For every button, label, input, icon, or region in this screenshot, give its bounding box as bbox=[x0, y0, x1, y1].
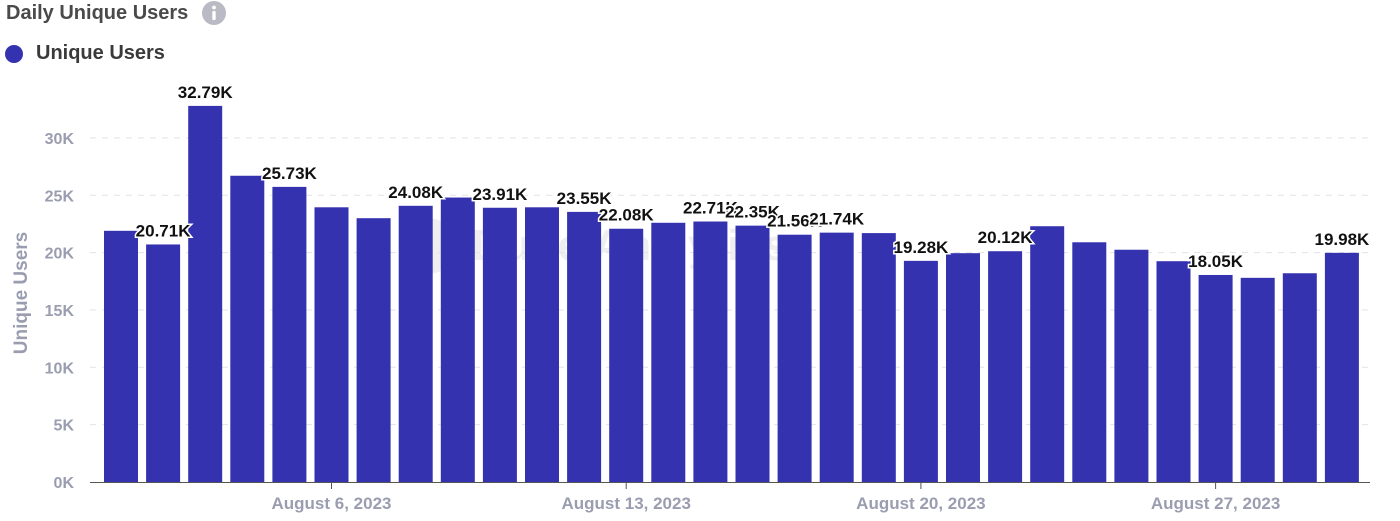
x-tick-label: August 20, 2023 bbox=[856, 494, 985, 513]
data-label: 21.56K bbox=[767, 212, 823, 231]
data-label: 22.08K bbox=[599, 206, 655, 225]
bar[interactable] bbox=[651, 222, 686, 482]
data-label: 23.91K bbox=[472, 185, 528, 204]
data-label: 21.74K bbox=[809, 210, 865, 229]
chart-title: Daily Unique Users bbox=[6, 1, 189, 24]
y-tick-label: 25K bbox=[45, 188, 75, 205]
bar[interactable] bbox=[946, 253, 980, 482]
data-label: 32.79K bbox=[178, 83, 234, 102]
bar[interactable] bbox=[356, 218, 391, 482]
bar[interactable] bbox=[1030, 226, 1065, 482]
chart-legend[interactable]: Unique Users bbox=[5, 42, 165, 65]
data-label: 19.98K bbox=[1314, 230, 1370, 249]
bar[interactable] bbox=[735, 225, 770, 482]
chart-header: Daily Unique Users bbox=[6, 0, 227, 26]
legend-label: Unique Users bbox=[36, 42, 165, 64]
bar[interactable] bbox=[272, 186, 307, 483]
bar[interactable] bbox=[1240, 277, 1275, 482]
bar[interactable] bbox=[777, 234, 812, 482]
bar[interactable] bbox=[819, 232, 854, 482]
data-label: 24.08K bbox=[388, 183, 444, 202]
data-label: 20.71K bbox=[136, 221, 192, 240]
bar[interactable] bbox=[440, 197, 475, 482]
y-tick-label: 5K bbox=[54, 418, 75, 435]
bar[interactable] bbox=[1198, 274, 1233, 482]
data-label: 19.28K bbox=[893, 238, 949, 257]
bar[interactable] bbox=[1282, 273, 1317, 482]
data-label: 18.05K bbox=[1188, 252, 1244, 271]
bar[interactable] bbox=[861, 233, 896, 482]
bar[interactable] bbox=[567, 211, 602, 482]
bar[interactable] bbox=[693, 221, 728, 482]
bar[interactable] bbox=[1324, 252, 1359, 482]
bar[interactable] bbox=[398, 205, 433, 482]
bar[interactable] bbox=[482, 207, 517, 482]
bar[interactable] bbox=[903, 260, 938, 482]
bar[interactable] bbox=[230, 175, 265, 482]
y-tick-label: 10K bbox=[45, 360, 75, 377]
bar[interactable] bbox=[525, 207, 559, 482]
data-label: 22.35K bbox=[725, 203, 781, 222]
bar[interactable] bbox=[1114, 249, 1149, 482]
data-label: 20.12K bbox=[978, 228, 1034, 247]
x-tick-label: August 6, 2023 bbox=[272, 494, 392, 513]
data-label: 23.55K bbox=[557, 189, 613, 208]
bar[interactable] bbox=[1072, 242, 1107, 482]
bar[interactable] bbox=[988, 251, 1023, 482]
bar[interactable] bbox=[1156, 261, 1191, 482]
bar[interactable] bbox=[609, 228, 644, 482]
data-label: 25.73K bbox=[262, 164, 318, 183]
legend-marker bbox=[5, 44, 23, 63]
y-axis-title: Unique Users bbox=[11, 232, 32, 354]
y-tick-label: 20K bbox=[45, 246, 75, 263]
y-tick-label: 0K bbox=[54, 475, 75, 492]
data-label: 22.71K bbox=[683, 199, 739, 218]
x-tick-label: August 13, 2023 bbox=[561, 494, 690, 513]
bar[interactable] bbox=[104, 230, 138, 482]
bar[interactable] bbox=[314, 207, 349, 482]
bar[interactable] bbox=[188, 105, 223, 483]
bar[interactable] bbox=[146, 244, 181, 482]
info-circle-icon[interactable] bbox=[202, 1, 227, 25]
y-tick-label: 30K bbox=[45, 131, 75, 148]
y-tick-label: 15K bbox=[45, 303, 75, 320]
x-tick-label: August 27, 2023 bbox=[1151, 494, 1280, 513]
